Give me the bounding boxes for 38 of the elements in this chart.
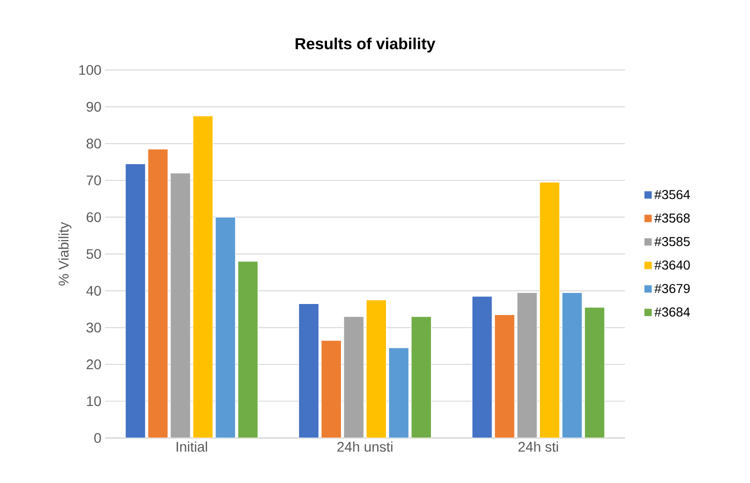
legend-label: #3568 — [654, 213, 690, 223]
y-tick-label: 90 — [86, 102, 101, 112]
bar — [343, 316, 364, 438]
bar — [562, 292, 582, 438]
bar — [388, 348, 410, 438]
bar — [298, 303, 320, 438]
legend-label: #3564 — [654, 190, 690, 200]
y-tick-label: 70 — [86, 175, 101, 186]
legend-label: #3684 — [654, 307, 690, 317]
bar — [584, 307, 605, 438]
y-tick-label: 100 — [79, 65, 101, 75]
bar — [410, 316, 432, 438]
y-tick-label: 60 — [86, 212, 101, 222]
bar — [238, 261, 258, 438]
bar — [516, 292, 538, 438]
chart-title: Results of viability — [296, 38, 436, 52]
y-axis-title: % Viability — [58, 222, 72, 286]
x-tick-label: Initial — [176, 442, 208, 452]
x-tick-label: 24h unsti — [337, 442, 392, 452]
y-tick-label: 10 — [87, 396, 101, 406]
y-tick-label: 40 — [86, 286, 101, 296]
bar — [148, 148, 168, 438]
y-tick-label: 20 — [86, 359, 101, 370]
bar — [539, 182, 560, 438]
bar — [170, 172, 191, 438]
y-tick-label: 50 — [86, 249, 101, 259]
bar — [366, 300, 387, 438]
y-tick-label: 80 — [86, 138, 101, 149]
y-tick-label: 30 — [86, 322, 101, 333]
legend-label: #3679 — [654, 284, 690, 294]
bar — [215, 216, 236, 438]
legend-label: #3585 — [654, 236, 690, 246]
x-tick-label: 24h sti — [518, 442, 558, 452]
legend-label: #3640 — [654, 260, 690, 270]
y-tick-label: 0 — [94, 433, 101, 443]
bar — [494, 314, 515, 438]
bar — [472, 296, 492, 438]
bar — [320, 340, 342, 438]
